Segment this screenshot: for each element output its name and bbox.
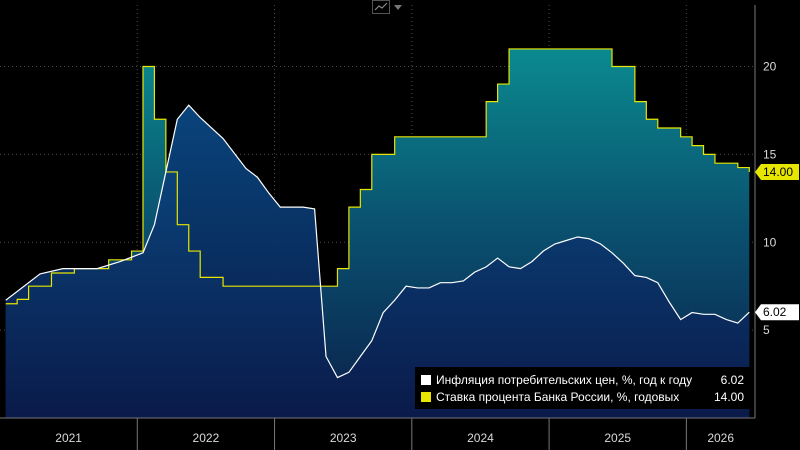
legend-item-key-rate: Ставка процента Банка России, %, годовых… [421, 388, 744, 405]
value-labels: 14.00 6.02 [755, 163, 799, 321]
inflation-value-tag-bg [755, 304, 799, 321]
inflation-area [5, 105, 750, 418]
legend-swatch-key-rate [421, 391, 431, 402]
chart-toolbar[interactable] [372, 0, 406, 16]
legend: Инфляция потребительских цен, %, год к г… [415, 367, 750, 409]
y-tick-label: 5 [763, 323, 770, 337]
series-fills [5, 48, 750, 419]
legend-swatch-inflation [421, 374, 431, 385]
line-chart-icon[interactable] [372, 0, 390, 14]
key-rate-value-tag: 14.00 [755, 163, 799, 180]
y-tick-label: 20 [763, 60, 777, 74]
key-rate-value-tag-text: 14.00 [763, 165, 793, 179]
inflation-value-tag: 6.02 [755, 304, 799, 321]
legend-label-key-rate: Ставка процента Банка России, %, годовых [436, 389, 680, 404]
axes: 5 10 15 20 2021 2022 2023 2024 2025 2026 [0, 5, 777, 450]
legend-item-inflation: Инфляция потребительских цен, %, год к г… [421, 371, 744, 388]
x-tick-label: 2025 [604, 431, 631, 445]
inflation-value-tag-text: 6.02 [763, 305, 787, 319]
legend-label-inflation: Инфляция потребительских цен, %, год к г… [436, 372, 693, 387]
key-rate-value-tag-bg [755, 163, 799, 180]
x-tick-label: 2022 [193, 431, 220, 445]
x-tick-label: 2024 [467, 431, 494, 445]
inflation-line [5, 104, 750, 379]
y-tick-label: 10 [763, 235, 777, 249]
x-tick-label: 2021 [55, 431, 82, 445]
series-lines [5, 48, 750, 379]
chevron-down-icon[interactable] [394, 4, 402, 10]
key-rate-line [5, 48, 750, 305]
legend-value-inflation: 6.02 [720, 372, 744, 387]
legend-value-key-rate: 14.00 [713, 389, 744, 404]
x-tick-label: 2023 [330, 431, 357, 445]
y-tick-label: 15 [763, 147, 777, 161]
x-tick-label: 2026 [707, 431, 734, 445]
